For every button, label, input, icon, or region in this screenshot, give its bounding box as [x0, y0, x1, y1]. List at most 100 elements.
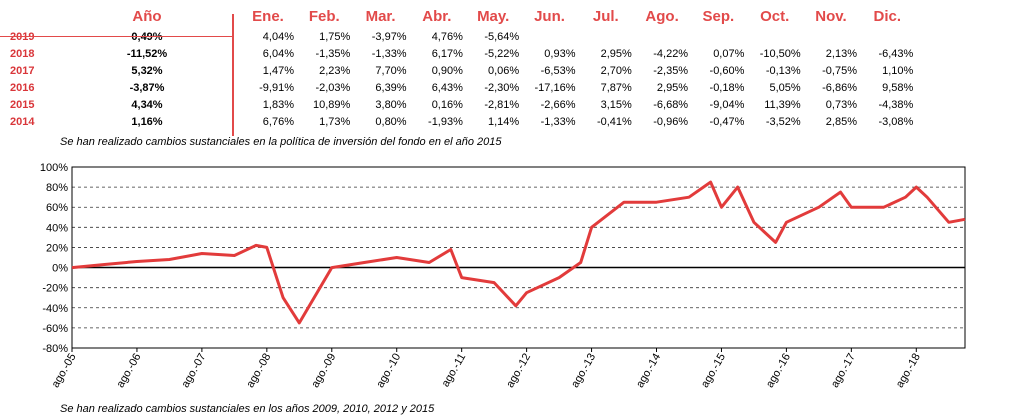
year-cell: 2018 — [10, 48, 35, 60]
year-column-header: Año — [132, 8, 162, 25]
table-body: 2019 0,49% 4,04% 1,75% -3,97% 4,76% -5,64% 2018… — [0, 30, 1024, 132]
monthly-return-cell: -5,64% — [484, 31, 520, 43]
y-tick-label: 60% — [46, 202, 68, 214]
monthly-return-cell: 2,13% — [825, 48, 857, 60]
month-header: Jul. — [592, 8, 619, 25]
monthly-return-cell: 0,07% — [713, 48, 745, 60]
monthly-return-cell: -9,04% — [709, 99, 745, 111]
plot-frame — [71, 166, 966, 349]
monthly-return-cell: 1,14% — [487, 116, 520, 128]
monthly-return-cell: -2,66% — [540, 99, 576, 111]
y-tick-label: 40% — [46, 222, 68, 234]
monthly-return-cell: 0,06% — [487, 65, 520, 77]
x-tick-label: ago.-14 — [634, 352, 663, 390]
monthly-return-cell: 3,15% — [600, 99, 632, 111]
monthly-return-cell: -6,68% — [653, 99, 689, 111]
year-cell: 2015 — [10, 99, 35, 111]
years-change-note: Se han realizado cambios sustanciales en… — [60, 403, 435, 415]
monthly-return-cell: -2,30% — [484, 82, 520, 94]
table-row: 2014 1,16% 6,76% 1,73% 0,80% -1,93% 1,14% -1,33… — [0, 115, 1024, 132]
monthly-return-cell: 2,85% — [825, 116, 857, 128]
monthly-return-cell: 6,76% — [262, 116, 294, 128]
ytd-return-cell: -3,87% — [129, 82, 165, 94]
year-cell: 2016 — [10, 82, 35, 94]
monthly-return-cell: 5,05% — [769, 82, 801, 94]
y-tick-label: -40% — [42, 303, 68, 315]
ytd-return-cell: -11,52% — [126, 48, 168, 60]
monthly-return-cell: 0,73% — [825, 99, 857, 111]
x-tick-label: ago.-09 — [309, 352, 338, 390]
y-tick-label: 80% — [46, 182, 68, 194]
y-tick-label: -80% — [42, 343, 68, 355]
monthly-return-cell: -5,22% — [484, 48, 520, 60]
monthly-return-cell: 0,16% — [431, 99, 463, 111]
y-tick-label: 20% — [46, 242, 68, 254]
ytd-return-cell: 4,34% — [131, 99, 163, 111]
monthly-return-cell: -1,35% — [315, 48, 351, 60]
y-tick-label: -60% — [42, 323, 68, 335]
policy-change-note: Se han realizado cambios sustanciales en… — [60, 136, 502, 148]
monthly-return-cell: -6,43% — [878, 48, 914, 60]
month-header: Ago. — [645, 8, 679, 25]
monthly-return-cell: 4,04% — [262, 31, 294, 43]
x-tick-label: ago.-17 — [829, 352, 858, 390]
monthly-return-cell: 6,04% — [262, 48, 294, 60]
monthly-return-cell: -0,41% — [596, 116, 632, 128]
month-header: Oct. — [760, 8, 790, 25]
y-tick-label: 0% — [52, 263, 68, 275]
x-tick-label: ago.-10 — [374, 352, 403, 390]
x-tick-label: ago.-11 — [440, 352, 469, 390]
performance-line-chart: 100%80%60%40%20%0%-20%-40%-60%-80%ago.-0… — [40, 162, 966, 390]
table-row: 2018 -11,52% 6,04% -1,35% -1,33% 6,17% -5,22% 0… — [0, 47, 1024, 64]
y-tick-label: 100% — [40, 162, 68, 174]
month-header: Ene. — [252, 8, 284, 25]
monthly-return-cell: 9,58% — [882, 82, 914, 94]
monthly-return-cell: -4,22% — [653, 48, 689, 60]
x-tick-label: ago.-18 — [894, 352, 923, 390]
table-header-row: Año Ene. Feb. Mar. Abr. May. Jun. Jul. Ago. Sep.… — [0, 6, 1024, 30]
month-header: Feb. — [308, 8, 340, 25]
month-header: Sep. — [702, 8, 735, 25]
year-cell: 2019 — [10, 31, 35, 43]
monthly-return-cell: -10,50% — [759, 48, 801, 60]
monthly-return-cell: 6,43% — [431, 82, 463, 94]
table-row: 2015 4,34% 1,83% 10,89% 3,80% 0,16% -2,81% -2,6… — [0, 98, 1024, 115]
x-tick-label: ago.-08 — [244, 352, 273, 390]
monthly-return-cell: 11,39% — [764, 99, 801, 111]
monthly-return-cell: -4,38% — [878, 99, 914, 111]
monthly-return-cell: 6,17% — [431, 48, 463, 60]
monthly-return-cell: 3,80% — [375, 99, 407, 111]
table-row: 2019 0,49% 4,04% 1,75% -3,97% 4,76% -5,64% — [0, 30, 1024, 47]
table-row: 2017 5,32% 1,47% 2,23% 7,70% 0,90% 0,06% -6,53%… — [0, 64, 1024, 81]
year-cell: 2014 — [10, 116, 35, 128]
monthly-return-cell: -2,03% — [315, 82, 351, 94]
monthly-return-cell: 4,76% — [431, 31, 463, 43]
monthly-return-cell: 1,75% — [319, 31, 351, 43]
monthly-return-cell: 2,70% — [600, 65, 632, 77]
returns-table: Año Ene. Feb. Mar. Abr. May. Jun. Jul. Ago. Sep.… — [0, 6, 1024, 136]
monthly-return-cell: 1,47% — [262, 65, 294, 77]
month-header: Nov. — [815, 8, 847, 25]
month-header: Mar. — [365, 8, 396, 25]
x-tick-label: ago.-16 — [764, 352, 793, 390]
monthly-return-cell: 2,95% — [656, 82, 689, 94]
monthly-return-cell: -0,18% — [709, 82, 745, 94]
month-header: Jun. — [534, 8, 565, 25]
monthly-return-cell: -3,52% — [765, 116, 801, 128]
monthly-return-cell: -9,91% — [259, 82, 294, 94]
monthly-return-cell: -17,16% — [534, 82, 576, 94]
month-header: May. — [477, 8, 510, 25]
monthly-return-cell: -0,47% — [709, 116, 745, 128]
monthly-return-cell: 1,83% — [262, 99, 294, 111]
x-tick-label: ago.-06 — [114, 352, 143, 390]
month-header: Abr. — [422, 8, 452, 25]
table-horizontal-divider — [0, 36, 232, 37]
table-vertical-divider — [232, 14, 234, 136]
x-tick-label: ago.-15 — [699, 352, 728, 390]
x-tick-label: ago.-12 — [504, 352, 533, 390]
monthly-return-cell: -0,96% — [653, 116, 689, 128]
monthly-return-cell: 2,95% — [600, 48, 632, 60]
monthly-return-cell: 1,73% — [319, 116, 351, 128]
monthly-return-cell: -1,33% — [371, 48, 407, 60]
monthly-return-cell: -0,75% — [822, 65, 857, 77]
